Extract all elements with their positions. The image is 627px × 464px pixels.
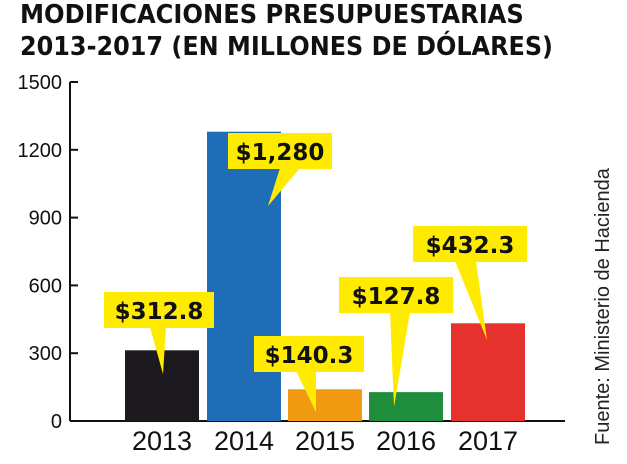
data-label: $140.3 <box>265 343 354 369</box>
x-tick-label: 2013 <box>132 426 192 456</box>
x-tick-label: 2015 <box>295 426 355 456</box>
chart-subtitle: 2013-2017 (EN MILLONES DE DÓLARES) <box>20 32 553 62</box>
y-tick-label: 900 <box>29 208 62 230</box>
data-label-2014: $1,280 <box>228 133 332 206</box>
bar-2016 <box>369 392 443 421</box>
callout-pointer <box>150 327 166 374</box>
x-tick-label: 2014 <box>214 426 274 456</box>
chart-title: MODIFICACIONES PRESUPUESTARIAS <box>20 0 524 30</box>
callout-box <box>254 336 364 372</box>
y-tick-label: 300 <box>29 343 62 365</box>
x-tick-label: 2017 <box>458 426 518 456</box>
y-tick-label: 1200 <box>18 140 63 162</box>
callout-pointer <box>455 261 487 340</box>
y-tick-label: 1500 <box>18 72 63 94</box>
callout-box <box>228 133 332 169</box>
callout-pointer <box>390 312 410 407</box>
source-note: Fuente: Ministerio de Hacienda <box>592 168 614 445</box>
data-label-2016: $127.8 <box>339 277 453 407</box>
callout-box <box>413 226 527 262</box>
callout-box <box>339 277 453 313</box>
data-label: $312.8 <box>115 299 204 325</box>
bar-2017 <box>451 323 525 421</box>
data-label: $127.8 <box>352 284 441 310</box>
data-label-2017: $432.3 <box>413 226 527 340</box>
callout-box <box>104 292 214 328</box>
data-label: $432.3 <box>426 233 515 259</box>
y-tick-label: 600 <box>29 275 62 297</box>
callout-pointer <box>268 168 300 206</box>
y-tick-label: 0 <box>51 411 62 433</box>
callout-pointer <box>296 371 316 412</box>
bar-2015 <box>288 389 362 421</box>
data-label-2015: $140.3 <box>254 336 364 412</box>
bar-2014 <box>207 131 281 421</box>
data-label: $1,280 <box>236 140 325 166</box>
x-tick-label: 2016 <box>376 426 436 456</box>
data-label-2013: $312.8 <box>104 292 214 374</box>
